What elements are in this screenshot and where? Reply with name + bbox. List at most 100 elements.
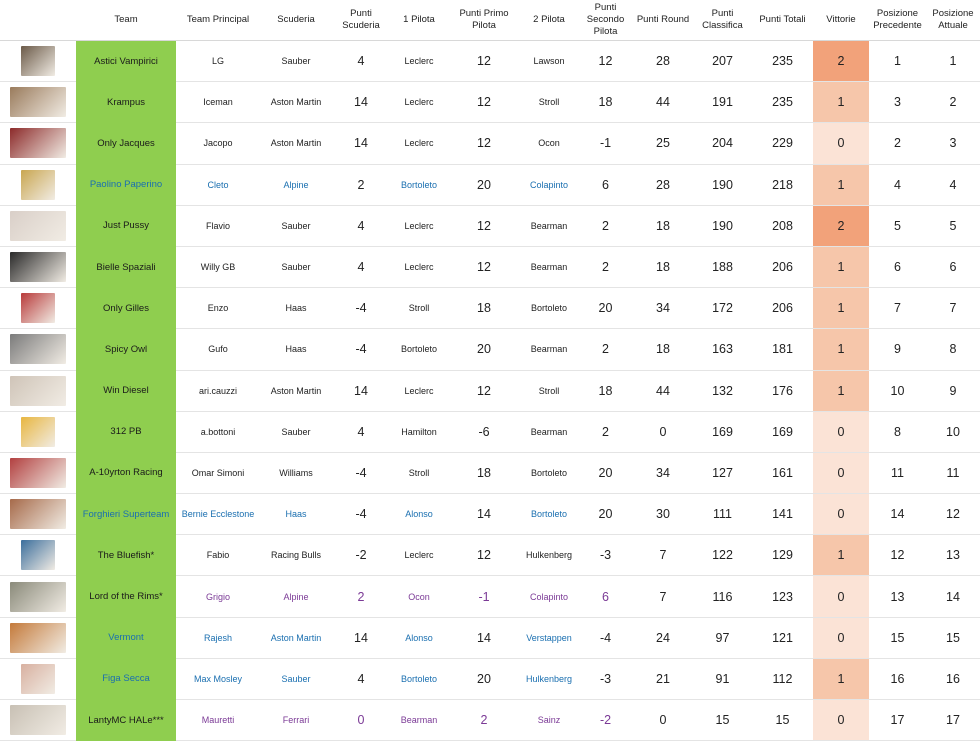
table-row: Paolino Paperino Cleto Alpine 2 Bortoleto 20 C…	[0, 164, 980, 206]
pos-prec-cell: 11	[869, 452, 926, 495]
team-cell: Just Pussy	[76, 205, 176, 247]
punti-secondo-cell: 2	[578, 411, 633, 453]
pos-att-cell: 15	[926, 617, 980, 659]
table-row: Bielle Spaziali Willy GB Sauber 4 Leclerc 12 B…	[0, 246, 980, 289]
group-photo-icon	[10, 87, 66, 118]
table-row: Spicy Owl Gufo Haas -4 Bortoleto 20 Bearman 2 18…	[0, 328, 980, 371]
header-punti-secondo: Punti Secondo Pilota	[578, 0, 633, 41]
group-photo-icon	[10, 499, 66, 530]
pos-prec-cell: 5	[869, 205, 926, 247]
pilota1-cell: Leclerc	[390, 246, 448, 289]
vittorie-cell: 0	[813, 493, 869, 536]
vittorie-cell: 0	[813, 452, 869, 495]
scuderia-cell: Aston Martin	[260, 122, 332, 165]
pos-prec-cell: 1	[869, 40, 926, 83]
team-cell: Forghieri Superteam	[76, 493, 176, 536]
punti-secondo-cell: 2	[578, 205, 633, 247]
punti-scuderia-cell: -2	[332, 534, 390, 577]
scuderia-cell: Sauber	[260, 246, 332, 289]
punti-classifica-cell: 132	[693, 370, 752, 412]
table-row: The Bluefish* Fabio Racing Bulls -2 Leclerc 1…	[0, 534, 980, 577]
scuderia-cell: Aston Martin	[260, 617, 332, 659]
pos-prec-cell: 3	[869, 81, 926, 124]
punti-round-cell: 18	[633, 246, 693, 289]
portrait-icon	[21, 46, 55, 77]
punti-totali-cell: 141	[752, 493, 813, 536]
vittorie-cell: 0	[813, 575, 869, 618]
header-scuderia: Scuderia	[260, 0, 332, 41]
pos-prec-cell: 6	[869, 246, 926, 289]
pilota2-cell: Bearman	[520, 246, 578, 289]
vittorie-cell: 0	[813, 617, 869, 659]
punti-totali-cell: 181	[752, 328, 813, 371]
team-cell: Only Gilles	[76, 287, 176, 330]
principal-cell: Bernie Ecclestone	[176, 493, 260, 536]
punti-primo-cell: 18	[448, 287, 520, 330]
punti-totali-cell: 129	[752, 534, 813, 577]
punti-totali-cell: 169	[752, 411, 813, 453]
table-row: Astici Vampirici LG Sauber 4 Leclerc 12 Lawson…	[0, 40, 980, 83]
vittorie-cell: 0	[813, 411, 869, 453]
principal-cell: Grigio	[176, 575, 260, 618]
table-row: Win Diesel ari.cauzzi Aston Martin 14 Lecler…	[0, 370, 980, 412]
principal-cell: Rajesh	[176, 617, 260, 659]
pilota2-cell: Hulkenberg	[520, 534, 578, 577]
pilota2-cell: Stroll	[520, 81, 578, 124]
vittorie-cell: 1	[813, 328, 869, 371]
header-principal: Team Principal	[176, 0, 260, 41]
principal-cell: Enzo	[176, 287, 260, 330]
race-car-icon	[10, 457, 66, 488]
pos-prec-cell: 7	[869, 287, 926, 330]
punti-primo-cell: 20	[448, 658, 520, 701]
header-team: Team	[76, 0, 176, 41]
pilota1-cell: Bortoleto	[390, 328, 448, 371]
punti-primo-cell: 12	[448, 246, 520, 289]
pilota2-cell: Bortoleto	[520, 452, 578, 495]
punti-scuderia-cell: 0	[332, 699, 390, 741]
vittorie-cell: 1	[813, 287, 869, 330]
punti-round-cell: 18	[633, 328, 693, 371]
punti-totali-cell: 206	[752, 246, 813, 289]
punti-scuderia-cell: -4	[332, 328, 390, 371]
punti-primo-cell: 12	[448, 370, 520, 412]
punti-totali-cell: 229	[752, 122, 813, 165]
header-punti-scuderia: Punti Scuderia	[332, 0, 390, 41]
pilota2-cell: Stroll	[520, 370, 578, 412]
punti-classifica-cell: 111	[693, 493, 752, 536]
punti-classifica-cell: 204	[693, 122, 752, 165]
table-row: Lord of the Rims* Grigio Alpine 2 Ocon -1 Cola…	[0, 575, 980, 618]
punti-totali-cell: 121	[752, 617, 813, 659]
vittorie-cell: 0	[813, 122, 869, 165]
punti-scuderia-cell: 4	[332, 205, 390, 247]
punti-round-cell: 21	[633, 658, 693, 701]
pos-att-cell: 9	[926, 370, 980, 412]
punti-secondo-cell: 12	[578, 40, 633, 83]
table-row: Vermont Rajesh Aston Martin 14 Alonso 14 Verst…	[0, 617, 980, 659]
scuderia-cell: Alpine	[260, 575, 332, 618]
punti-totali-cell: 218	[752, 164, 813, 206]
pilota2-cell: Sainz	[520, 699, 578, 741]
punti-round-cell: 34	[633, 287, 693, 330]
punti-round-cell: 44	[633, 370, 693, 412]
table-row: Forghieri Superteam Bernie Ecclestone Haas…	[0, 493, 980, 536]
punti-secondo-cell: 20	[578, 287, 633, 330]
vittorie-cell: 1	[813, 164, 869, 206]
header-pilota2: 2 Pilota	[520, 0, 578, 41]
group-photo-icon	[10, 210, 66, 241]
principal-cell: Cleto	[176, 164, 260, 206]
pos-att-cell: 16	[926, 658, 980, 701]
punti-classifica-cell: 190	[693, 164, 752, 206]
vittorie-cell: 2	[813, 205, 869, 247]
team-thumb-cell	[0, 575, 76, 618]
punti-secondo-cell: -3	[578, 534, 633, 577]
vittorie-cell: 1	[813, 370, 869, 412]
scuderia-cell: Aston Martin	[260, 370, 332, 412]
punti-scuderia-cell: 4	[332, 246, 390, 289]
header-vittorie: Vittorie	[813, 0, 869, 41]
pos-att-cell: 2	[926, 81, 980, 124]
race-car-icon	[10, 128, 66, 159]
pos-prec-cell: 13	[869, 575, 926, 618]
table-row: Only Gilles Enzo Haas -4 Stroll 18 Bortoleto 20…	[0, 287, 980, 330]
punti-round-cell: 0	[633, 699, 693, 741]
punti-primo-cell: 20	[448, 164, 520, 206]
